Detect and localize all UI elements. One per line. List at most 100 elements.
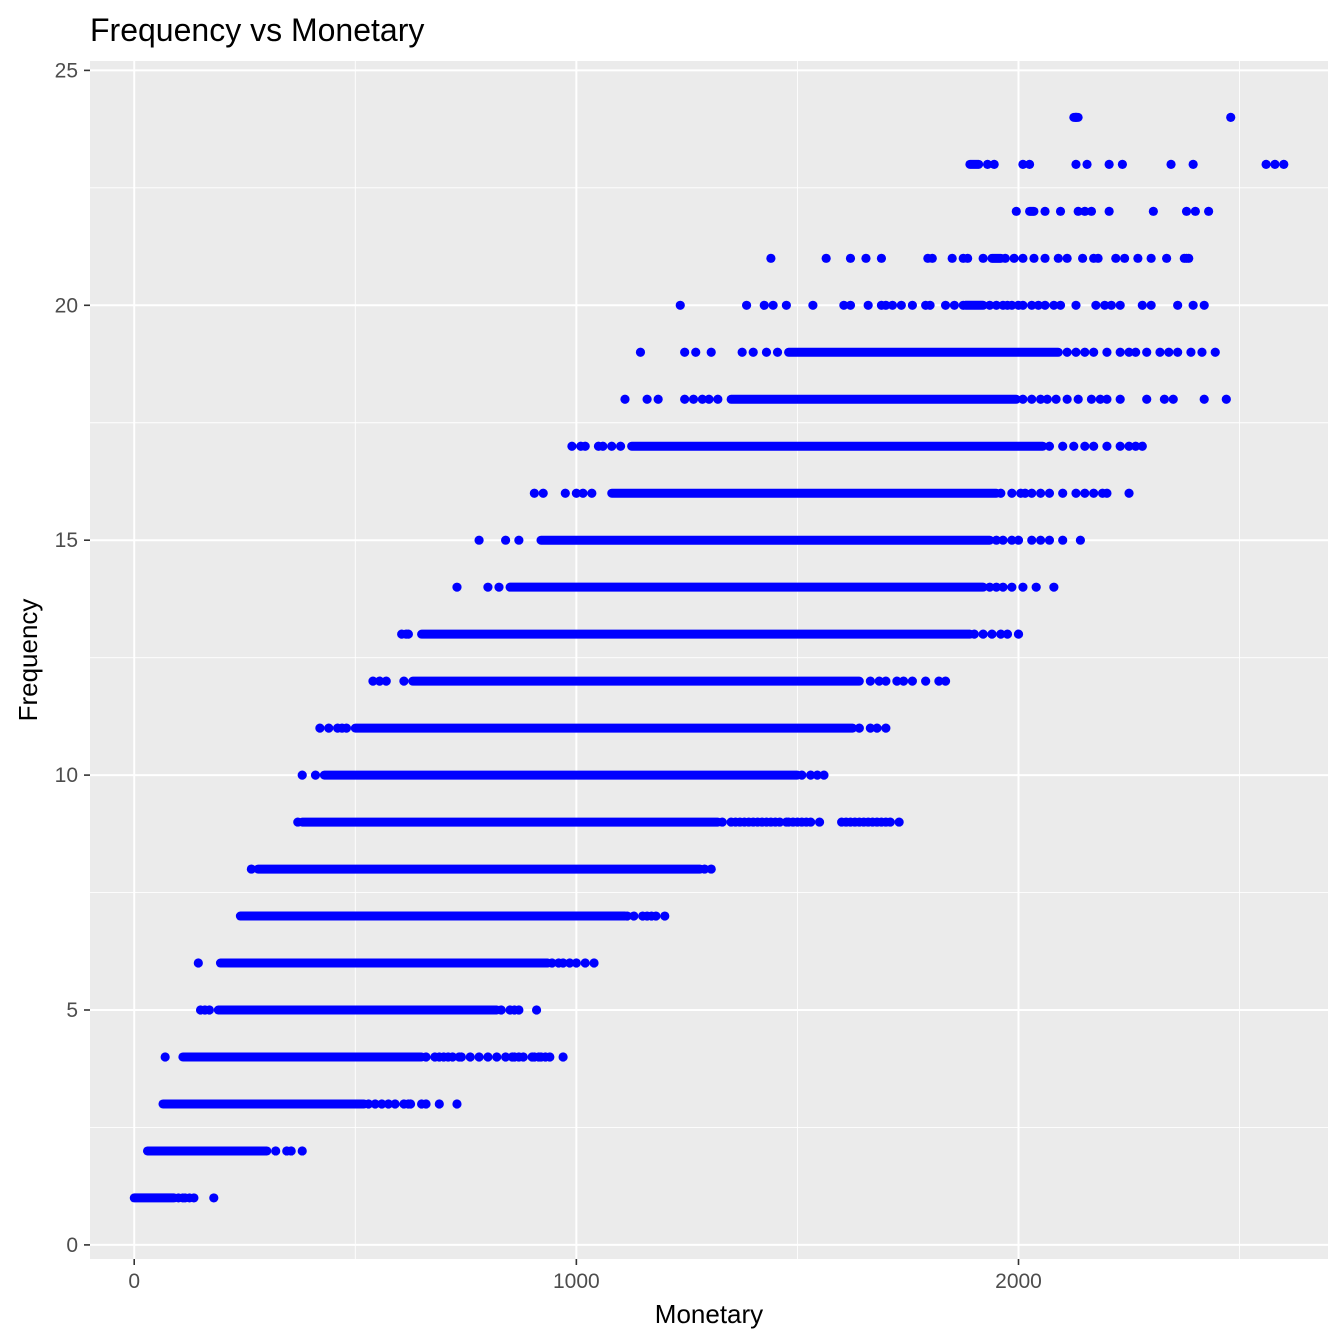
point-cluster: [129, 1193, 179, 1203]
data-point: [209, 1193, 219, 1203]
data-point: [1071, 488, 1081, 498]
plot-panel: [90, 61, 1328, 1259]
data-point: [1166, 159, 1176, 169]
data-point: [452, 582, 462, 592]
data-point: [940, 676, 951, 686]
data-point: [567, 441, 577, 451]
data-point: [565, 958, 575, 968]
y-tick-label: 15: [55, 529, 78, 552]
data-point: [494, 582, 504, 592]
data-point: [1069, 441, 1079, 451]
data-point: [1148, 206, 1158, 216]
data-point: [1188, 159, 1198, 169]
data-point: [1044, 535, 1055, 545]
data-point: [1027, 488, 1037, 498]
data-point: [1120, 253, 1130, 263]
point-cluster: [417, 629, 975, 639]
data-point: [991, 535, 1001, 545]
data-point: [768, 300, 778, 310]
data-point: [808, 300, 818, 310]
data-point: [887, 300, 898, 310]
data-point: [1062, 347, 1072, 357]
data-point: [1095, 394, 1105, 404]
data-point: [1053, 253, 1063, 263]
data-point: [797, 770, 807, 780]
data-point: [297, 770, 307, 780]
y-tick-label: 10: [55, 764, 78, 787]
data-point: [1080, 206, 1090, 216]
data-point: [1124, 347, 1134, 357]
data-point: [1075, 535, 1085, 545]
data-point: [958, 300, 968, 310]
data-point: [1204, 206, 1214, 216]
data-point: [620, 394, 630, 404]
data-point: [492, 1052, 502, 1062]
data-point: [1020, 488, 1030, 498]
data-point: [1089, 347, 1099, 357]
data-point: [934, 676, 944, 686]
data-point: [1071, 159, 1081, 169]
data-point: [1210, 347, 1220, 357]
data-point: [1000, 253, 1010, 263]
data-point: [772, 347, 783, 357]
data-point: [558, 958, 568, 968]
data-point: [1086, 394, 1097, 404]
data-point: [1018, 253, 1028, 263]
data-point: [383, 1099, 394, 1109]
data-point: [1024, 159, 1035, 169]
data-point: [989, 159, 999, 169]
data-point: [447, 1052, 458, 1062]
data-point: [1080, 441, 1090, 451]
data-point: [501, 535, 511, 545]
data-point: [1009, 253, 1019, 263]
data-point: [861, 253, 871, 263]
data-point: [286, 1146, 296, 1156]
data-point: [1018, 300, 1028, 310]
data-point: [1031, 582, 1041, 592]
data-point: [635, 347, 646, 357]
data-point: [1168, 394, 1178, 404]
data-point: [571, 958, 581, 968]
data-point: [1199, 394, 1209, 404]
point-cluster: [253, 864, 705, 874]
data-point: [1173, 300, 1183, 310]
data-point: [741, 300, 752, 310]
chart-title: Frequency vs Monetary: [90, 12, 424, 48]
y-axis-title: Frequency: [13, 599, 43, 722]
data-point: [874, 676, 884, 686]
data-point: [1071, 300, 1081, 310]
data-point: [1058, 535, 1068, 545]
point-cluster: [505, 582, 988, 592]
data-point: [160, 1052, 170, 1062]
data-point: [1221, 394, 1231, 404]
point-cluster: [1025, 206, 1039, 216]
data-point: [1137, 300, 1147, 310]
data-point: [1106, 300, 1116, 310]
data-point: [680, 394, 690, 404]
data-point: [996, 629, 1006, 639]
point-cluster: [213, 1005, 502, 1015]
point-cluster: [350, 723, 858, 733]
data-point: [580, 441, 590, 451]
data-point: [706, 864, 716, 874]
data-point: [1018, 582, 1028, 592]
data-point: [598, 441, 608, 451]
data-point: [1100, 300, 1110, 310]
data-point: [1188, 300, 1198, 310]
data-point: [622, 911, 632, 921]
data-point: [421, 1099, 431, 1109]
data-point: [1007, 300, 1017, 310]
data-point: [927, 253, 937, 263]
point-cluster: [297, 817, 723, 827]
data-point: [518, 1052, 528, 1062]
data-point: [1036, 488, 1046, 498]
data-point: [1027, 300, 1037, 310]
data-point: [998, 582, 1008, 592]
data-point: [363, 1099, 374, 1109]
data-point: [538, 488, 548, 498]
data-point: [421, 1052, 431, 1062]
point-cluster: [235, 911, 630, 921]
data-point: [717, 817, 727, 827]
data-point: [691, 347, 701, 357]
